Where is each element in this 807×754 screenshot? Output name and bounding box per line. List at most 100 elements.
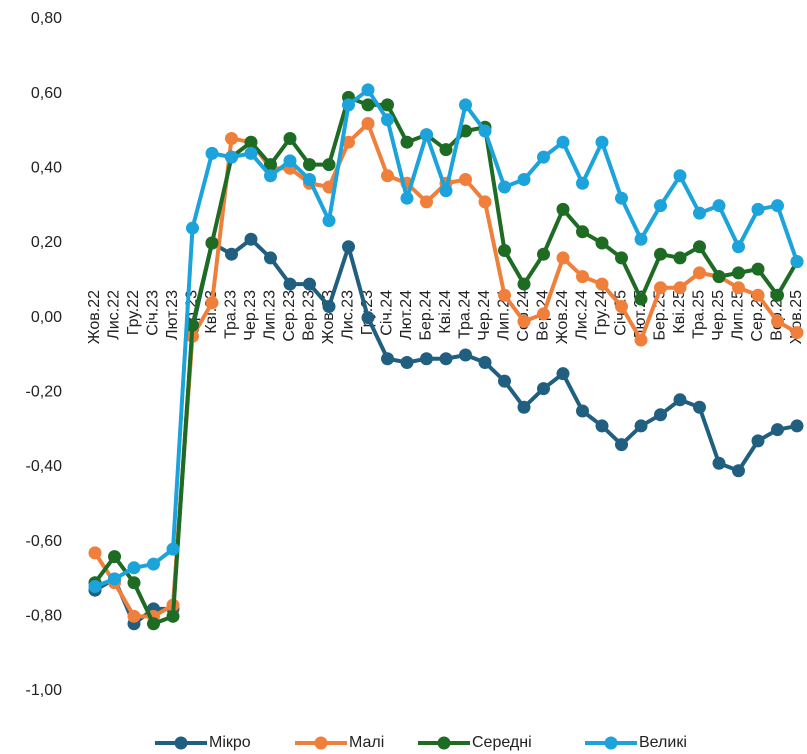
point <box>225 150 238 164</box>
y-tick-label: 0,60 <box>31 85 62 102</box>
point <box>615 251 628 265</box>
point <box>244 146 258 160</box>
point <box>108 572 121 586</box>
point <box>459 173 472 187</box>
point <box>361 117 375 131</box>
point <box>576 404 589 418</box>
y-tick-label: 0,40 <box>31 160 62 177</box>
point <box>361 311 375 325</box>
point <box>790 419 804 433</box>
point <box>537 247 550 261</box>
point <box>732 240 745 254</box>
point <box>459 348 472 362</box>
y-tick-label: -1,00 <box>26 682 63 699</box>
y-tick-label: 0,20 <box>31 234 62 251</box>
x-tick-label: Лип.25 <box>730 290 747 340</box>
point <box>361 98 375 112</box>
point <box>303 158 316 172</box>
x-tick-label: Бер.24 <box>418 290 435 341</box>
point <box>127 609 141 623</box>
point <box>673 281 687 295</box>
point <box>342 240 355 254</box>
point <box>576 225 589 239</box>
point <box>303 173 316 187</box>
point <box>654 408 667 422</box>
point <box>771 288 784 302</box>
x-tick-label: Лют.23 <box>164 290 181 340</box>
x-tick-label: Тра.24 <box>457 290 474 339</box>
legend-marker <box>437 736 451 750</box>
legend-label: Малі <box>349 734 384 751</box>
point <box>381 169 394 183</box>
point <box>264 158 277 172</box>
point <box>693 266 706 280</box>
point <box>615 191 628 205</box>
x-tick-label: Лис.24 <box>574 290 591 340</box>
x-tick-label: Гру.24 <box>593 290 610 335</box>
point <box>439 184 453 198</box>
point <box>381 113 394 127</box>
point <box>498 374 511 388</box>
point <box>537 150 550 164</box>
point <box>556 367 570 381</box>
x-tick-label: Кві.25 <box>671 290 688 334</box>
point <box>264 169 277 183</box>
point <box>771 199 784 213</box>
x-tick-label: Лис.22 <box>106 290 123 340</box>
point <box>654 199 667 213</box>
point <box>751 262 765 276</box>
x-tick-label: Січ.24 <box>379 290 396 336</box>
y-tick-label: -0,80 <box>26 608 63 625</box>
point <box>556 251 570 265</box>
legend-marker <box>604 736 618 750</box>
point <box>634 333 648 347</box>
point <box>127 561 141 575</box>
point <box>693 206 706 220</box>
point <box>517 173 531 187</box>
point <box>400 355 414 369</box>
point <box>166 542 180 556</box>
y-tick-label: -0,20 <box>26 384 63 401</box>
x-tick-label: Чер.24 <box>476 290 493 341</box>
point <box>771 423 784 437</box>
legend-marker <box>314 736 328 750</box>
point <box>790 326 804 340</box>
point <box>673 393 687 407</box>
point <box>381 352 394 366</box>
x-tick-label: Тра.23 <box>223 290 240 339</box>
point <box>244 135 258 149</box>
point <box>186 318 199 332</box>
point <box>205 146 219 160</box>
point <box>498 243 511 257</box>
point <box>322 214 336 228</box>
point <box>654 247 667 261</box>
point <box>771 314 784 328</box>
legend-marker <box>174 736 188 750</box>
point <box>381 98 394 112</box>
point <box>108 550 121 564</box>
point <box>205 296 219 310</box>
point <box>615 299 628 313</box>
point <box>361 83 375 97</box>
x-tick-label: Лип.23 <box>262 290 279 340</box>
point <box>751 202 765 216</box>
point <box>576 176 589 190</box>
point <box>283 131 297 145</box>
point <box>498 180 511 194</box>
point <box>478 124 492 138</box>
x-tick-label: Лют.24 <box>398 290 415 340</box>
point <box>712 456 726 470</box>
point <box>634 419 648 433</box>
x-tick-label: Січ.23 <box>145 290 162 336</box>
y-tick-label: -0,60 <box>26 533 63 550</box>
point <box>322 299 336 313</box>
point <box>283 154 297 168</box>
point <box>595 419 609 433</box>
y-tick-label: -0,40 <box>26 458 63 475</box>
point <box>283 277 297 291</box>
x-tick-label: Кві.24 <box>437 290 454 334</box>
point <box>420 352 433 366</box>
point <box>595 135 609 149</box>
x-tick-label: Вер.23 <box>301 290 318 341</box>
